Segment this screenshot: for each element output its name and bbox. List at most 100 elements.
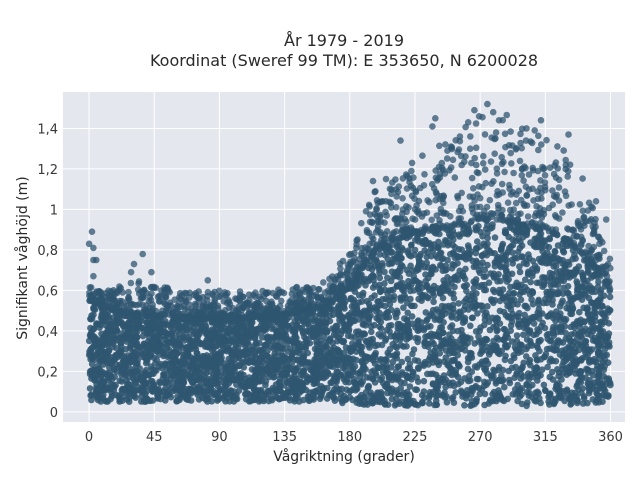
data-point [576, 308, 583, 316]
data-point [395, 246, 403, 254]
data-point [206, 340, 214, 348]
data-point [561, 323, 569, 330]
data-point [257, 355, 264, 363]
data-point [255, 339, 263, 347]
data-point [317, 321, 325, 328]
data-point [288, 374, 296, 381]
data-point [381, 280, 388, 287]
data-point [588, 299, 595, 306]
data-point [514, 248, 522, 256]
data-point [90, 370, 98, 377]
data-point [408, 281, 415, 288]
data-point [242, 327, 250, 335]
data-point [350, 344, 358, 352]
data-point [424, 316, 431, 323]
data-point [112, 391, 120, 399]
data-point [528, 288, 535, 295]
data-point [98, 330, 105, 338]
data-point [365, 383, 372, 391]
data-point [535, 301, 543, 308]
data-point [418, 391, 426, 399]
data-point [523, 345, 530, 353]
data-point [554, 242, 562, 249]
data-point [96, 324, 103, 332]
data-point [351, 363, 359, 370]
data-point [118, 371, 125, 379]
data-point [385, 371, 392, 379]
data-point [467, 322, 474, 330]
data-point [405, 391, 413, 399]
data-point [449, 379, 457, 387]
data-point [537, 356, 545, 363]
data-point [589, 285, 596, 292]
data-point [165, 382, 173, 389]
data-point [536, 232, 543, 239]
data-point [549, 376, 557, 383]
data-point [293, 356, 301, 363]
data-point [579, 400, 587, 407]
data-point [387, 277, 395, 285]
data-point [347, 333, 355, 340]
data-point [268, 396, 276, 404]
data-point [461, 347, 469, 354]
data-point [111, 354, 119, 362]
data-point [501, 326, 509, 333]
data-point [413, 374, 421, 381]
data-point [482, 357, 490, 365]
data-point [538, 366, 546, 374]
data-point [591, 334, 598, 342]
data-point [328, 389, 336, 397]
data-point [403, 266, 411, 274]
data-point [406, 364, 414, 372]
data-point [599, 303, 606, 310]
chart-title-line1: År 1979 - 2019 [284, 31, 404, 50]
data-point [544, 335, 551, 343]
data-point [434, 377, 442, 384]
data-point [362, 309, 369, 317]
data-point [472, 144, 480, 152]
data-point [365, 314, 373, 321]
data-point [139, 332, 147, 340]
data-point [554, 312, 562, 320]
data-point [240, 364, 248, 371]
data-point [152, 386, 160, 394]
data-point [435, 361, 443, 369]
data-point [422, 309, 430, 316]
data-point [535, 132, 542, 140]
data-point [491, 250, 499, 257]
data-point [478, 348, 486, 356]
data-point [606, 307, 614, 314]
data-point [489, 390, 496, 398]
data-point [601, 334, 609, 341]
data-point [140, 340, 148, 348]
data-point [424, 370, 431, 378]
data-point [431, 347, 438, 355]
data-point [359, 331, 367, 339]
data-point [570, 270, 578, 278]
data-point [474, 238, 481, 245]
data-point [308, 362, 316, 369]
data-point [531, 235, 538, 243]
data-point [437, 249, 445, 257]
data-point [580, 395, 588, 402]
data-point [399, 295, 407, 302]
data-point [450, 327, 457, 335]
data-point [508, 364, 516, 372]
data-point [560, 147, 567, 154]
data-point [94, 396, 102, 404]
data-point [347, 294, 355, 302]
data-point [313, 338, 320, 346]
data-point [290, 327, 298, 335]
data-point [396, 274, 404, 281]
data-point [289, 349, 297, 357]
data-point [430, 282, 438, 290]
data-point [185, 372, 193, 379]
data-point [358, 381, 365, 388]
data-point [526, 327, 534, 334]
data-point [596, 380, 604, 388]
data-point [517, 196, 525, 204]
data-point [431, 316, 439, 324]
data-point [147, 378, 155, 385]
data-point [460, 273, 467, 280]
data-point [404, 317, 411, 325]
